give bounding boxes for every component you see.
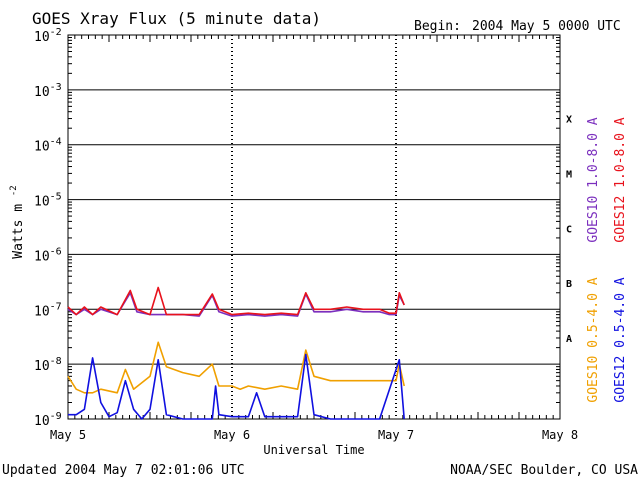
- legend-entry: GOES12 1.0-8.0 A: [613, 117, 628, 242]
- y-tick-exponent: -9: [50, 411, 62, 422]
- y-tick-label: 10-9: [34, 411, 62, 429]
- y-tick-exponent: -5: [50, 192, 62, 203]
- y-tick-base: 10: [34, 304, 50, 319]
- y-tick-exponent: -3: [50, 82, 62, 93]
- plot-frame: [67, 34, 561, 420]
- footer-credit: NOAA/SEC Boulder, CO USA: [450, 463, 638, 478]
- y-tick-exponent: -6: [50, 246, 62, 257]
- legend-entry: GOES10 1.0-8.0 A: [586, 117, 601, 242]
- y-axis-label-text: Watts m: [11, 204, 26, 259]
- flare-class-label: A: [566, 334, 572, 345]
- y-tick-base: 10: [34, 85, 50, 100]
- x-tick-label: May 7: [378, 428, 414, 442]
- legend: GOES10 1.0-8.0 A GOES12 1.0-8.0 A GOES10 0…: [586, 117, 628, 402]
- x-tick-labels: May 5 May 6 May 7 May 8: [50, 428, 578, 442]
- y-tick-label: 10-4: [34, 137, 62, 155]
- x-tick-label: May 8: [542, 428, 578, 442]
- y-tick-exponent: -8: [50, 356, 62, 367]
- grid-lines: [68, 35, 560, 419]
- series-line: [67, 341, 405, 394]
- y-tick-exponent: -4: [50, 137, 62, 148]
- flare-class-label: M: [566, 169, 572, 180]
- y-tick-base: 10: [34, 359, 50, 374]
- y-axis-label-exp: -2: [9, 185, 19, 196]
- begin-value: 2004 May 5 0000 UTC: [472, 19, 621, 34]
- y-tick-base: 10: [34, 195, 50, 210]
- legend-entry: GOES12 0.5-4.0 A: [613, 277, 628, 402]
- series-line: [68, 353, 405, 420]
- y-tick-label: 10-7: [34, 301, 62, 319]
- y-tick-label: 10-5: [34, 192, 62, 210]
- y-tick-base: 10: [34, 140, 50, 155]
- begin-label: Begin:: [414, 19, 461, 34]
- flare-class-label: B: [566, 279, 572, 290]
- chart-title: GOES Xray Flux (5 minute data): [32, 9, 321, 28]
- x-axis-label: Universal Time: [263, 443, 364, 457]
- y-tick-exponent: -2: [50, 27, 62, 38]
- series-line: [67, 286, 405, 316]
- flare-class-label: X: [566, 115, 572, 126]
- footer-updated: Updated 2004 May 7 02:01:06 UTC: [2, 463, 245, 478]
- y-tick-base: 10: [34, 249, 50, 264]
- legend-entry: GOES10 0.5-4.0 A: [586, 277, 601, 402]
- series-lines: [67, 286, 405, 420]
- y-tick-labels: 10-210-310-410-510-610-710-810-9: [34, 27, 62, 429]
- flare-class-label: C: [566, 224, 572, 235]
- y-axis-label: Watts m -2: [9, 185, 26, 258]
- flare-class-labels: X M C B A: [566, 115, 572, 345]
- x-tick-label: May 5: [50, 428, 86, 442]
- y-tick-label: 10-3: [34, 82, 62, 100]
- y-tick-base: 10: [34, 414, 50, 429]
- y-tick-base: 10: [34, 30, 50, 45]
- y-tick-label: 10-2: [34, 27, 62, 45]
- y-tick-exponent: -7: [50, 301, 62, 312]
- y-tick-label: 10-8: [34, 356, 62, 374]
- x-tick-label: May 6: [214, 428, 250, 442]
- y-tick-label: 10-6: [34, 246, 62, 264]
- svg-text:Watts m -2: Watts m -2: [9, 185, 26, 258]
